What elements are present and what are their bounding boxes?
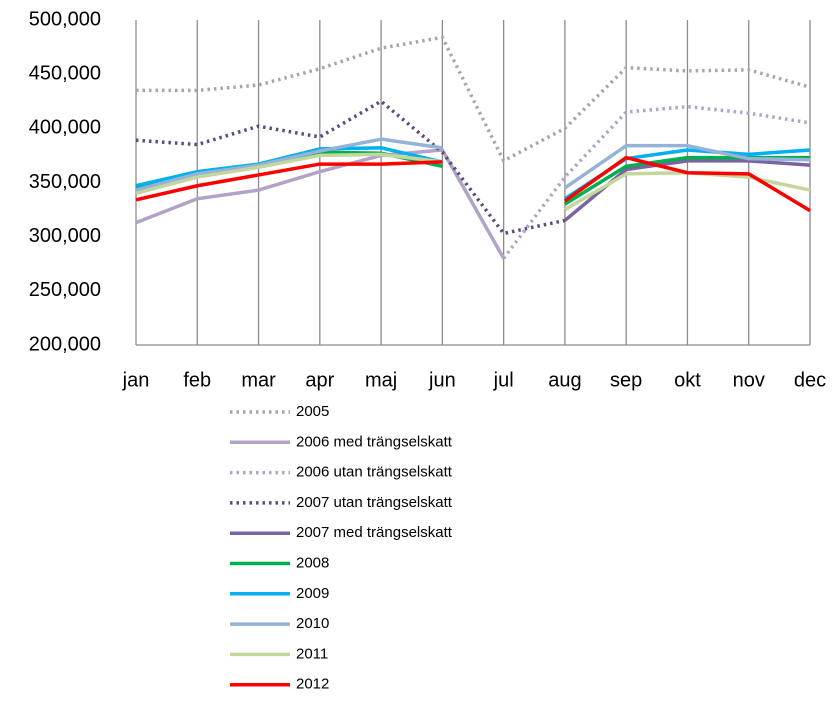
series-line <box>135 155 811 213</box>
x-tick-label: nov <box>733 369 765 391</box>
y-tick-label: 250,000 <box>29 279 101 301</box>
legend-label: 2007 med trängselskatt <box>296 524 453 541</box>
legend-label: 2005 <box>296 403 329 420</box>
x-tick-label: sep <box>610 369 642 391</box>
legend-label: 2012 <box>296 676 329 693</box>
series-line <box>135 99 566 236</box>
legend-label: 2006 med trängselskatt <box>296 433 453 450</box>
legend-label: 2008 <box>296 554 329 571</box>
x-tick-label: jul <box>493 369 514 391</box>
series-line <box>135 137 811 192</box>
x-tick-label: aug <box>548 369 581 391</box>
y-tick-label: 300,000 <box>29 225 101 247</box>
x-tick-label: jan <box>122 369 150 391</box>
y-tick-label: 500,000 <box>29 8 101 30</box>
x-tick-label: feb <box>183 369 211 391</box>
legend-label: 2007 utan trängselskatt <box>296 494 453 511</box>
series-line <box>502 104 811 260</box>
legend-label: 2010 <box>296 615 329 632</box>
x-tick-label: apr <box>305 369 334 391</box>
legend-label: 2011 <box>296 645 328 662</box>
x-tick-label: maj <box>365 369 397 391</box>
x-tick-label: okt <box>674 369 701 391</box>
legend-label: 2009 <box>296 585 329 602</box>
y-tick-label: 350,000 <box>29 171 101 193</box>
y-tick-label: 400,000 <box>29 117 101 139</box>
x-tick-label: mar <box>241 369 276 391</box>
series-line <box>135 148 506 260</box>
legend-label: 2006 utan trängselskatt <box>296 464 453 481</box>
series-line <box>136 35 811 163</box>
x-tick-label: dec <box>794 369 826 391</box>
y-tick-label: 200,000 <box>29 333 101 355</box>
y-tick-label: 450,000 <box>29 62 101 84</box>
x-tick-label: jun <box>428 369 456 391</box>
